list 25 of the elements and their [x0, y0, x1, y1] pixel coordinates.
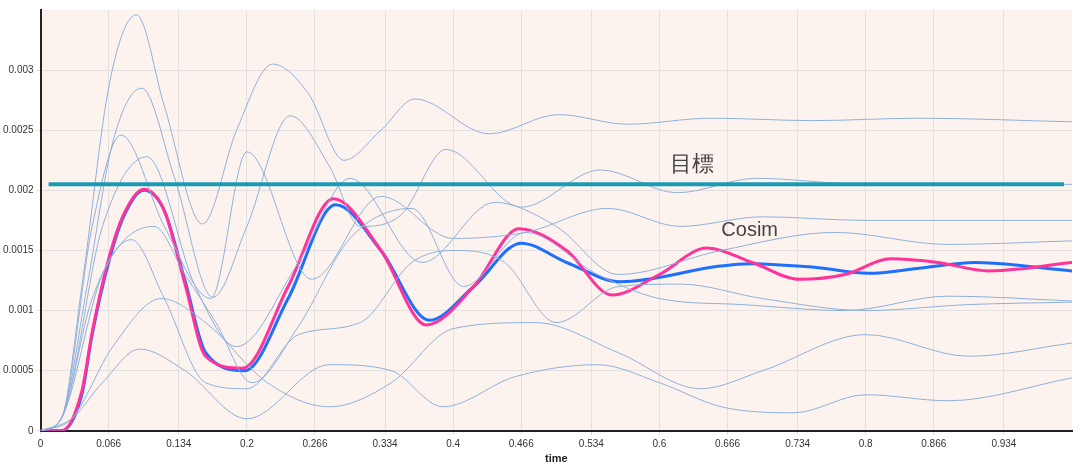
x-tick-label: 0.734	[785, 437, 811, 449]
x-tick-label: 0.2	[239, 437, 255, 449]
x-tick-label: 0.666	[714, 437, 741, 449]
x-axis-title: time	[544, 452, 568, 465]
x-tick-label: 0.266	[302, 437, 328, 449]
y-tick-label: 0.001	[8, 304, 35, 316]
y-tick-label: 0.0005	[2, 364, 35, 376]
x-tick-label: 0.6	[652, 437, 667, 449]
x-tick-label: 0.866	[921, 437, 947, 449]
x-tick-label: 0.534	[578, 437, 605, 449]
x-tick-label: 0.066	[96, 437, 122, 449]
y-tick-label: 0.0025	[2, 123, 35, 135]
x-tick-label: 0.334	[372, 437, 399, 449]
series-label: Cosim	[721, 218, 778, 241]
ref-line-label: 目標	[669, 151, 714, 177]
y-tick-label: 0.0015	[2, 244, 35, 256]
x-tick-label: 0	[37, 437, 44, 449]
x-tick-label: 0.466	[508, 437, 535, 449]
y-tick-label: 0.002	[8, 184, 35, 196]
y-tick-label: 0.003	[8, 63, 35, 75]
x-tick-label: 0.134	[166, 437, 192, 449]
y-tick-label: 0	[28, 424, 35, 436]
x-tick-label: 0.4	[446, 437, 461, 449]
x-tick-label: 0.934	[991, 437, 1017, 449]
x-tick-label: 0.8	[858, 437, 874, 449]
